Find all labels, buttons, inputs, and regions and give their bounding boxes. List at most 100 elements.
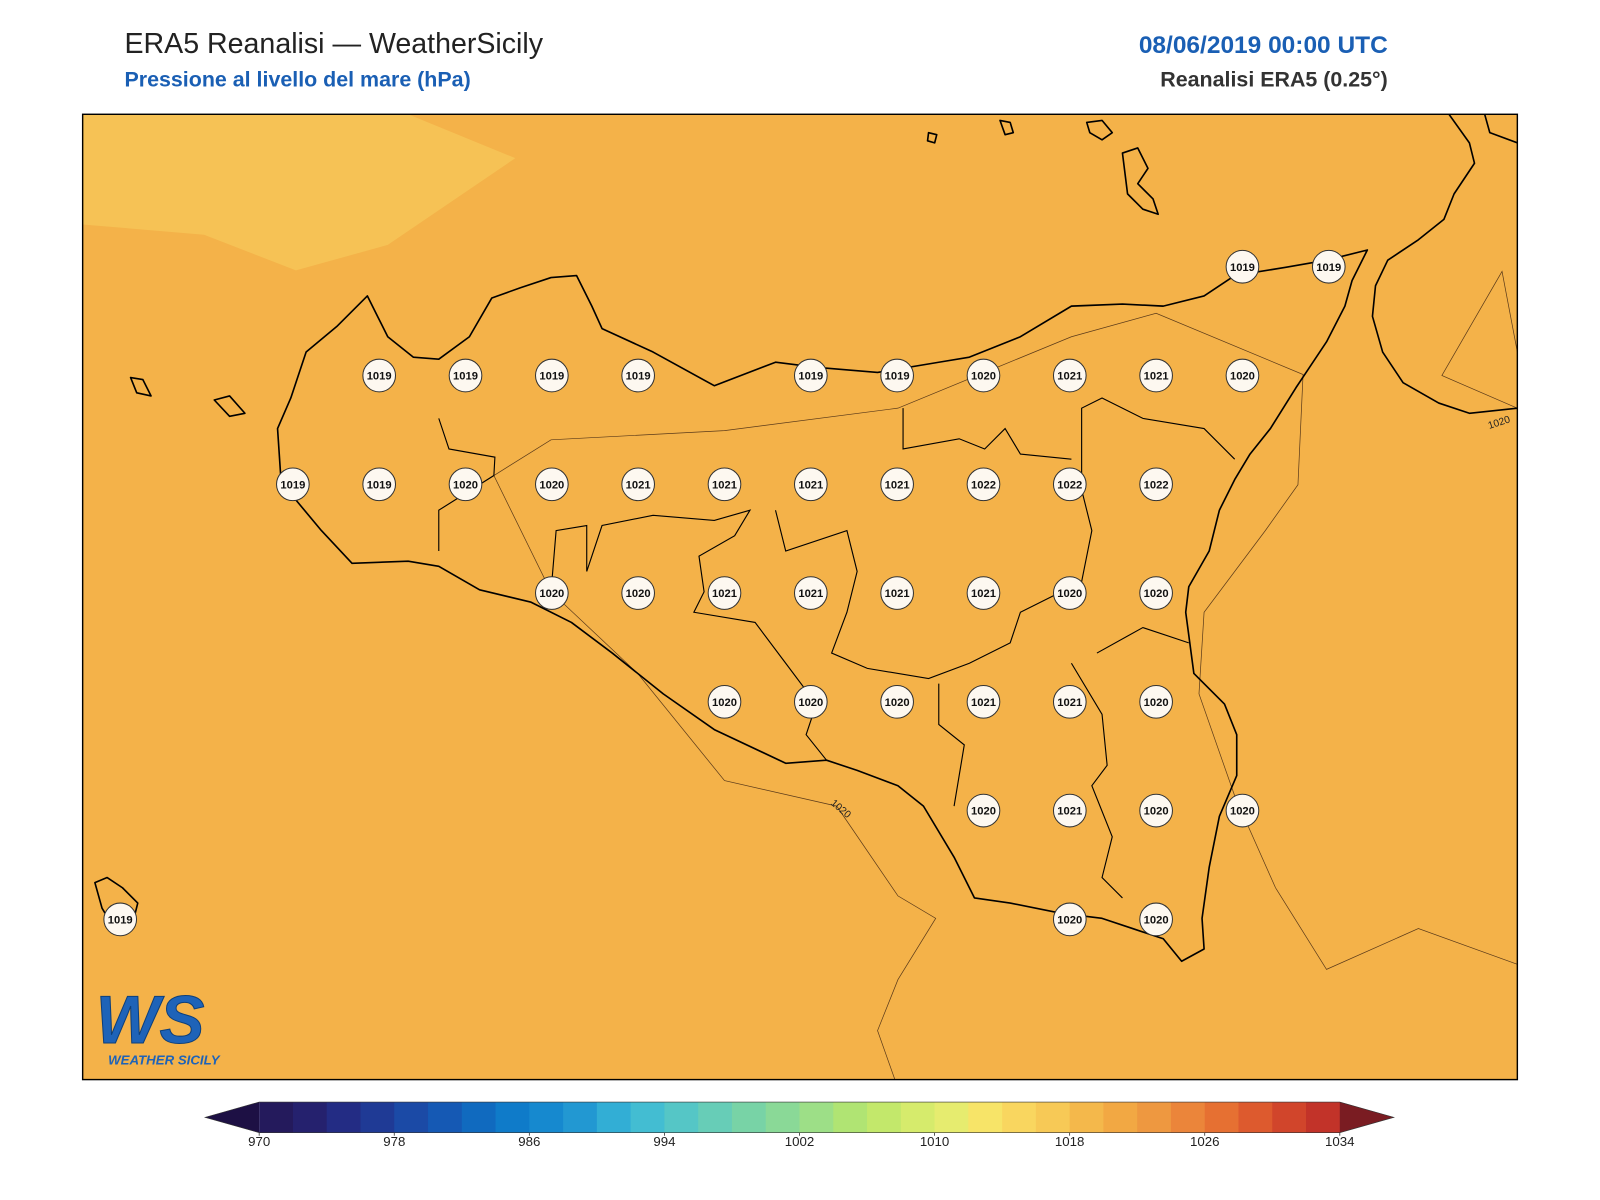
station-marker: [793, 576, 828, 610]
colorbar-tick-label: 1034: [1325, 1134, 1354, 1149]
colorbar-tick-label: 1010: [920, 1134, 949, 1149]
colorbar-tick-label: 986: [518, 1134, 540, 1149]
station-marker: [1139, 684, 1173, 719]
colorbar: 970 978 986 994 1002 1010 1018 1026 1034: [203, 1101, 1396, 1149]
logo-name: WEATHER SICILY: [108, 1052, 221, 1067]
station-value: 1019: [108, 914, 133, 926]
colorbar-bin: [360, 1102, 395, 1133]
station-value: 1022: [1144, 479, 1169, 491]
colorbar-bin: [833, 1102, 868, 1133]
colorbar-bin: [529, 1102, 564, 1133]
station-marker: [448, 467, 483, 502]
colorbar-bin: [563, 1102, 598, 1133]
datetime: 08/06/2019 00:00 UTC: [1139, 32, 1388, 59]
logo: WS WEATHER SICILY: [95, 982, 221, 1067]
station-value: 1021: [1057, 806, 1082, 818]
station-value: 1021: [626, 479, 651, 491]
colorbar-tick-label: 1002: [785, 1134, 814, 1149]
colorbar-bin: [799, 1102, 834, 1133]
colorbar-bin: [1306, 1102, 1341, 1133]
field-light: [82, 114, 516, 271]
station-marker: [1052, 467, 1087, 502]
station-marker: [1311, 249, 1346, 284]
colorbar-tick-label: 970: [248, 1134, 270, 1149]
station-marker: [793, 358, 828, 393]
colorbar-bin: [630, 1102, 665, 1133]
station-marker: [1052, 902, 1087, 937]
station-marker: [966, 684, 1001, 719]
colorbar-bin: [1238, 1102, 1273, 1133]
station-marker: [707, 576, 742, 610]
colorbar-bin: [1272, 1102, 1307, 1133]
source: Reanalisi ERA5 (0.25°): [1160, 68, 1387, 92]
station-value: 1022: [1057, 479, 1082, 491]
colorbar-bin: [495, 1102, 530, 1133]
colorbar-tick-label: 978: [383, 1134, 405, 1149]
station-value: 1020: [1230, 806, 1255, 818]
station-marker: [534, 576, 569, 610]
colorbar-bin: [1137, 1102, 1172, 1133]
colorbar-bin: [1069, 1102, 1104, 1133]
colorbar-over: [1339, 1102, 1394, 1133]
station-value: 1021: [971, 588, 996, 600]
station-marker: [707, 467, 742, 502]
station-marker: [793, 467, 828, 502]
title: ERA5 Reanalisi — WeatherSicily: [124, 28, 543, 60]
station-value: 1020: [1057, 588, 1082, 600]
station-value: 1019: [539, 371, 564, 383]
station-value: 1019: [280, 479, 305, 491]
calabria-coast: [1371, 114, 1518, 415]
station-value: 1022: [971, 479, 996, 491]
colorbar-bin: [968, 1102, 1003, 1133]
sicily-coast: [276, 249, 1369, 963]
station-value: 1020: [453, 479, 478, 491]
station-value: 1020: [1144, 697, 1169, 709]
colorbar-bin: [596, 1102, 632, 1133]
station-marker: [793, 684, 828, 719]
colorbar-tick-label: 1018: [1055, 1134, 1084, 1149]
station-marker: [966, 358, 1001, 393]
station-value: 1021: [712, 588, 737, 600]
station-value: 1021: [971, 697, 996, 709]
station-marker: [1225, 249, 1260, 284]
station-value: 1020: [798, 697, 823, 709]
station-marker: [1139, 358, 1173, 393]
colorbar-bin: [934, 1102, 969, 1133]
colorbar-bin: [731, 1102, 767, 1133]
station-marker: [966, 793, 1001, 828]
station-marker: [966, 576, 1001, 610]
station-value: 1021: [885, 479, 910, 491]
station-marker: [362, 467, 397, 502]
station-value: 1020: [1144, 914, 1169, 926]
colorbar-bin: [867, 1102, 902, 1133]
colorbar-bin: [461, 1102, 497, 1133]
station-value: 1019: [367, 479, 392, 491]
station-value: 1019: [885, 371, 910, 383]
station-value: 1020: [885, 697, 910, 709]
station-marker: [1052, 358, 1087, 393]
station-value: 1020: [626, 588, 651, 600]
colorbar-bin: [664, 1102, 699, 1133]
colorbar-bin: [326, 1102, 362, 1133]
station-marker: [1052, 684, 1087, 719]
station-marker: [1052, 576, 1087, 610]
station-marker: [276, 467, 310, 502]
colorbar-bin: [1035, 1102, 1071, 1133]
station-value: 1019: [453, 371, 478, 383]
station-marker: [448, 358, 483, 393]
station-marker: [1225, 358, 1260, 393]
station-marker: [1139, 467, 1173, 502]
station-value: 1019: [1316, 262, 1341, 274]
station-marker: [880, 358, 914, 393]
colorbar-bin: [900, 1102, 936, 1133]
station-marker: [1225, 793, 1260, 828]
station-value: 1020: [971, 806, 996, 818]
logo-mark: WS: [96, 983, 205, 1058]
station-value: 1021: [1057, 697, 1082, 709]
station-value: 1019: [1230, 262, 1255, 274]
colorbar-bin: [1103, 1102, 1138, 1133]
station-marker: [880, 467, 914, 502]
colorbar-under: [205, 1102, 260, 1133]
